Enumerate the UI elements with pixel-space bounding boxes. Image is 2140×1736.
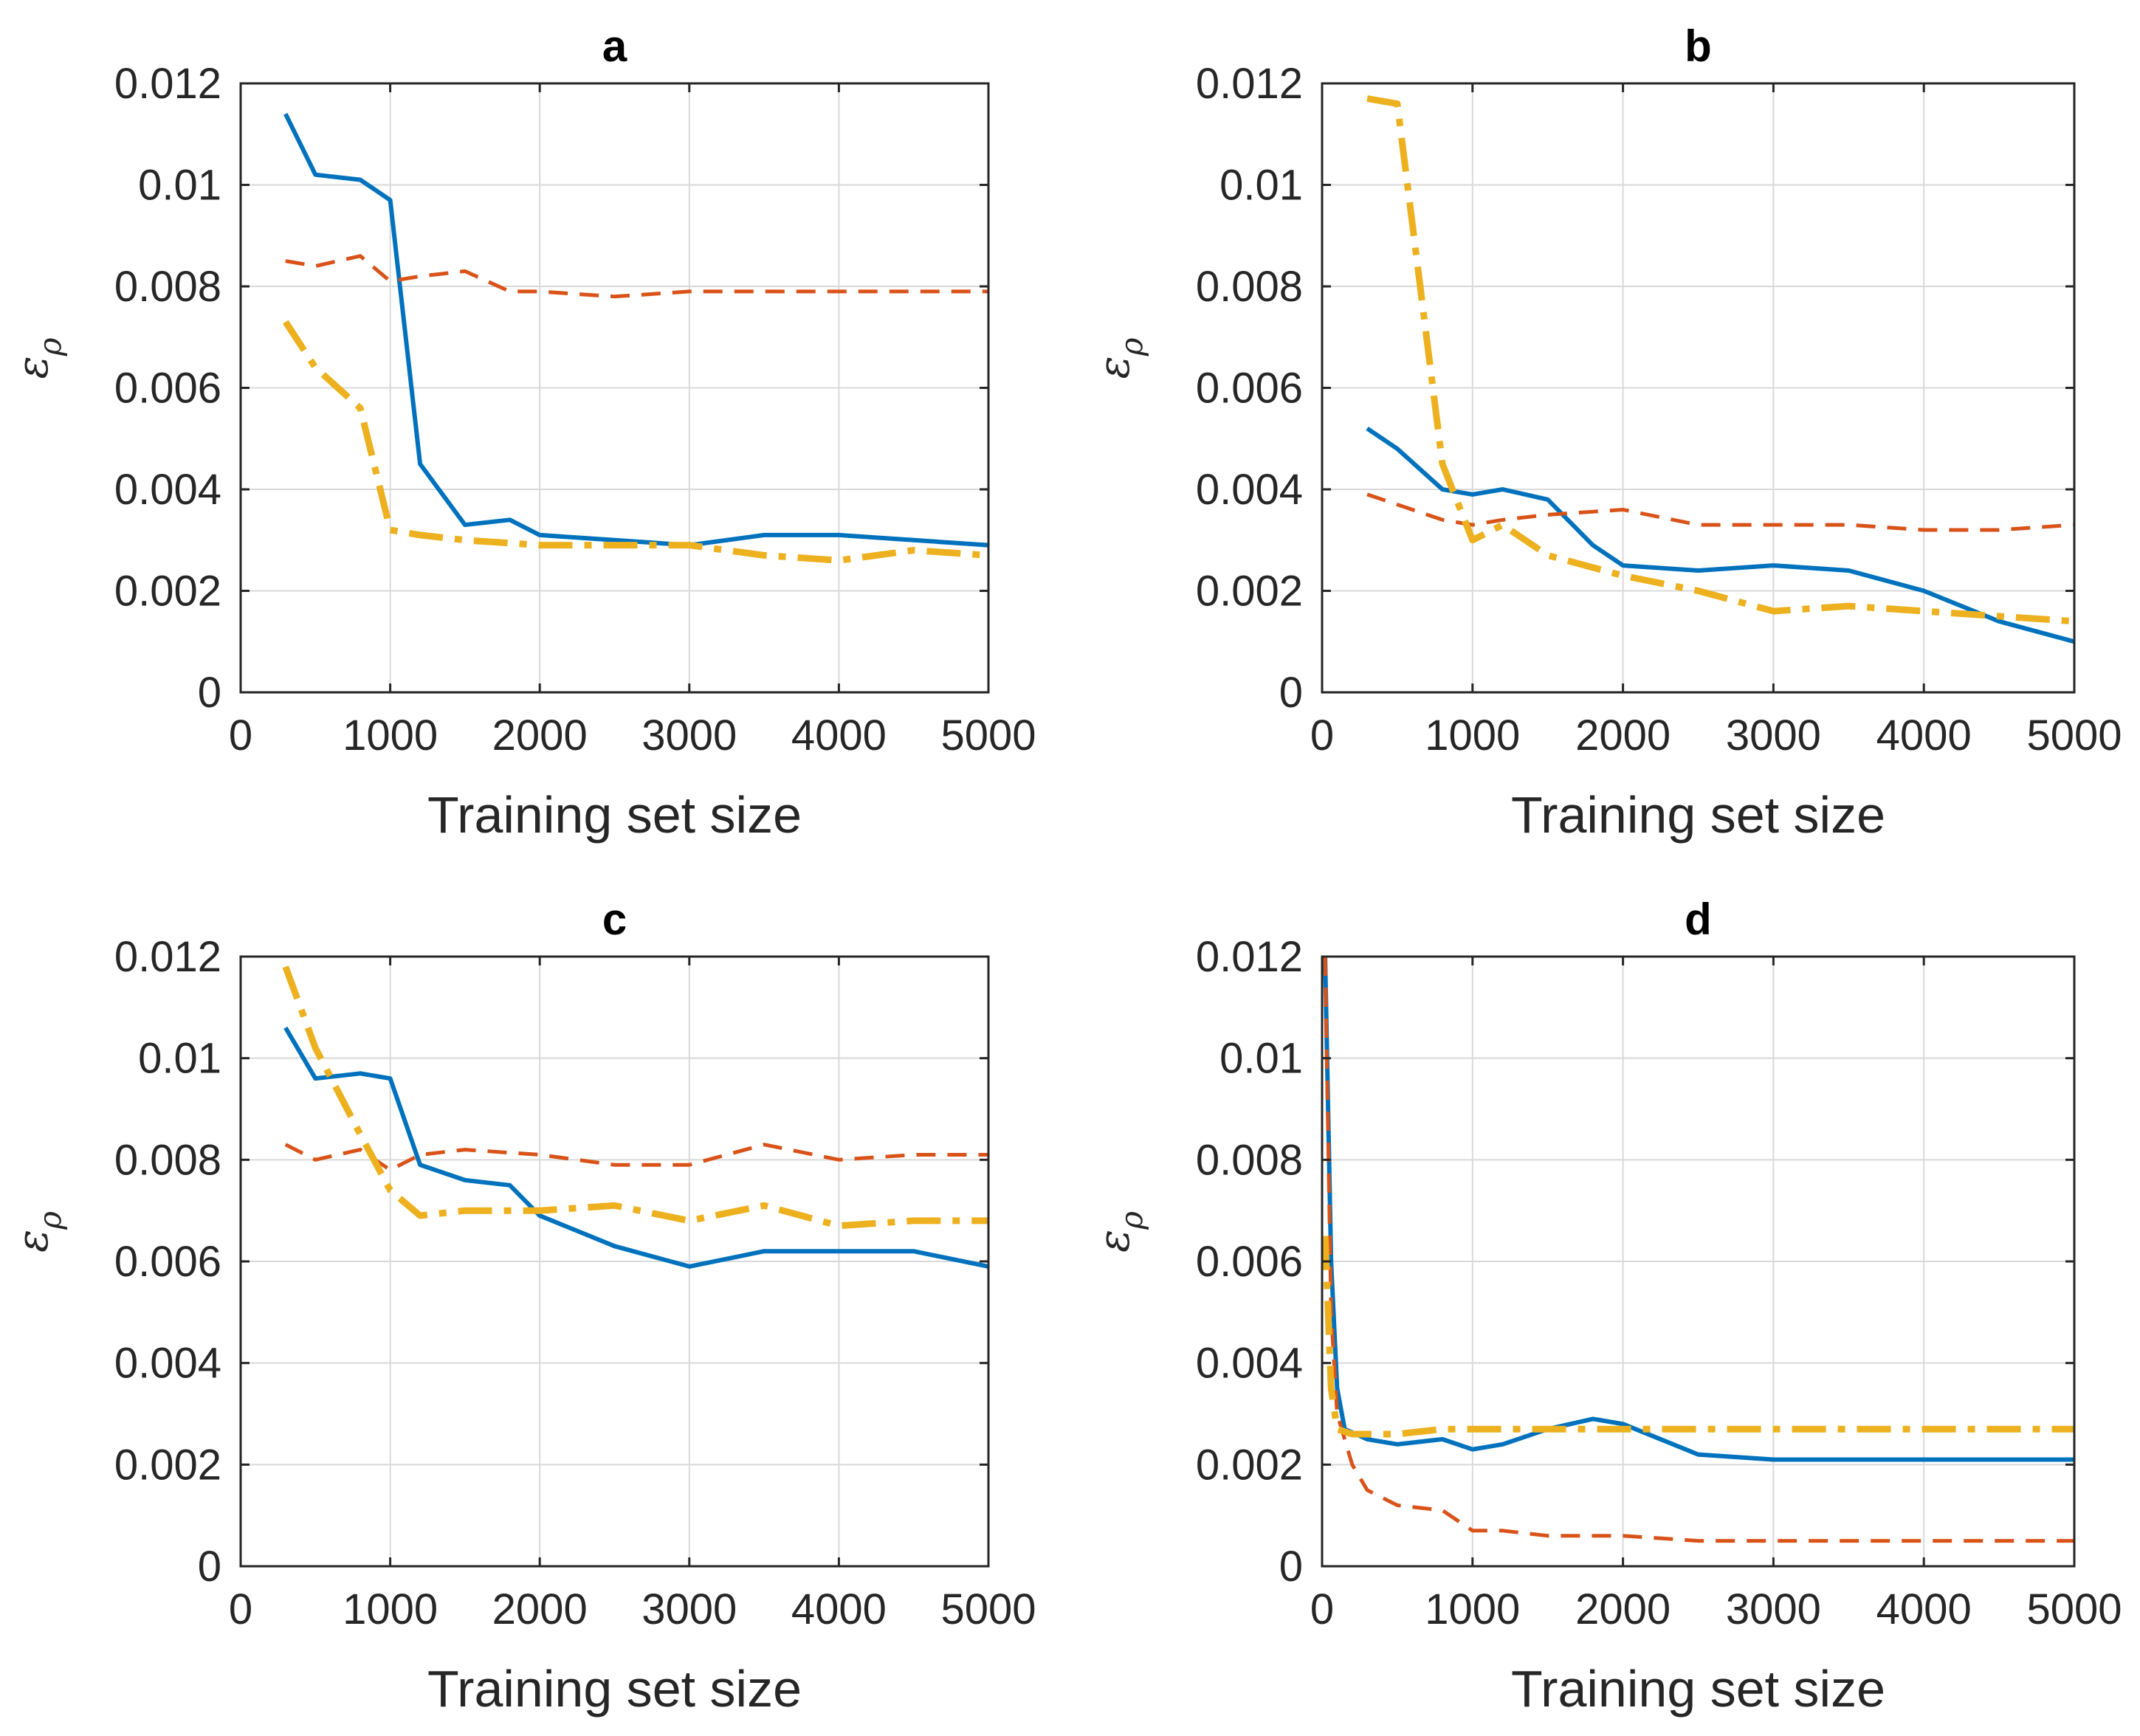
y-axis-subscript: ρ xyxy=(1113,1211,1149,1230)
series-line-dashdot xyxy=(283,320,989,564)
y-tick-label: 0.004 xyxy=(1196,466,1303,514)
y-axis-symbol: ε xyxy=(1089,356,1139,379)
y-axis-symbol: ε xyxy=(7,1230,58,1253)
panel-title: c xyxy=(602,895,627,944)
series-line-dashdot xyxy=(282,965,988,1230)
series-line-solid xyxy=(283,112,989,548)
y-axis-label: ερ xyxy=(7,1211,68,1253)
x-tick-label: 5000 xyxy=(2026,1585,2122,1633)
x-tick-label: 2000 xyxy=(492,1585,588,1633)
chart-panel-c: 0 1000 2000 3000 4000 5000 0 0.002 0.004 0.006 0.0… xyxy=(7,895,1036,1718)
x-tick-label: 1000 xyxy=(343,1585,438,1633)
x-tick-label: 4000 xyxy=(1876,1585,1972,1633)
y-tick-label: 0.006 xyxy=(114,365,221,413)
x-tick-label: 4000 xyxy=(1876,712,1972,760)
series-line-solid xyxy=(1366,427,2075,644)
y-tick-label: 0.01 xyxy=(1219,162,1303,210)
x-tick-label: 2000 xyxy=(1575,712,1671,760)
x-tick-label: 0 xyxy=(1310,712,1334,760)
x-tick-label: 2000 xyxy=(492,712,588,760)
y-axis-symbol: ε xyxy=(1089,1230,1139,1253)
x-tick-label: 3000 xyxy=(1726,1585,1821,1633)
y-axis-label: ερ xyxy=(7,337,68,379)
x-tick-label: 3000 xyxy=(641,1585,737,1633)
x-tick-label: 1000 xyxy=(1425,712,1520,760)
y-tick-label: 0 xyxy=(198,669,221,717)
x-tick-label: 0 xyxy=(229,712,252,760)
series-line-dashdot xyxy=(1366,95,2075,625)
y-tick-label: 0.012 xyxy=(1196,933,1303,981)
x-tick-label: 4000 xyxy=(791,1585,887,1633)
y-tick-label: 0.002 xyxy=(1196,568,1303,616)
y-axis-label: ερ xyxy=(1089,1211,1149,1253)
x-tick-label: 5000 xyxy=(940,712,1036,760)
x-tick-label: 0 xyxy=(229,1585,252,1633)
y-tick-label: 0 xyxy=(1279,669,1303,717)
series-line-dashed xyxy=(284,1143,988,1172)
y-axis-label: ερ xyxy=(1089,337,1149,379)
y-tick-label: 0.01 xyxy=(1219,1035,1303,1083)
x-tick-label: 4000 xyxy=(791,712,887,760)
y-tick-label: 0.004 xyxy=(1196,1340,1303,1388)
x-tick-label: 1000 xyxy=(343,712,438,760)
y-tick-label: 0 xyxy=(1279,1543,1303,1591)
series-line-solid xyxy=(1323,956,2074,1462)
y-tick-label: 0.012 xyxy=(114,60,221,108)
x-tick-label: 0 xyxy=(1310,1585,1334,1633)
y-tick-label: 0.002 xyxy=(114,1441,221,1489)
y-tick-label: 0.004 xyxy=(114,466,221,514)
x-axis-label: Training set size xyxy=(1511,1660,1885,1718)
y-axis-subscript: ρ xyxy=(1113,337,1149,356)
x-tick-label: 5000 xyxy=(940,1585,1036,1633)
chart-panel-a: 0 1000 2000 3000 4000 5000 0 0.002 0.004 0.006 0.0… xyxy=(7,21,1036,844)
y-tick-label: 0.006 xyxy=(1196,365,1303,413)
y-axis-subscript: ρ xyxy=(32,337,68,356)
y-tick-label: 0.002 xyxy=(1196,1441,1303,1489)
y-axis-subscript: ρ xyxy=(32,1211,68,1230)
y-tick-label: 0.008 xyxy=(1196,263,1303,311)
y-tick-label: 0.01 xyxy=(138,162,221,210)
y-tick-label: 0 xyxy=(198,1543,221,1591)
x-tick-label: 5000 xyxy=(2026,712,2122,760)
series-line-dashed xyxy=(1323,956,2074,1543)
x-tick-label: 3000 xyxy=(641,712,737,760)
y-tick-label: 0.012 xyxy=(1196,60,1303,108)
panel-title: b xyxy=(1685,21,1712,71)
y-tick-label: 0.008 xyxy=(114,263,221,311)
x-axis-label: Training set size xyxy=(427,786,802,844)
panel-title: d xyxy=(1685,895,1712,944)
y-tick-label: 0.008 xyxy=(114,1136,221,1184)
x-axis-label: Training set size xyxy=(427,1660,802,1718)
series-line-dashdot xyxy=(1321,1236,2074,1438)
series-line-solid xyxy=(283,1026,989,1269)
y-tick-label: 0.002 xyxy=(114,568,221,616)
y-tick-label: 0.012 xyxy=(114,933,221,981)
y-tick-label: 0.008 xyxy=(1196,1136,1303,1184)
x-axis-label: Training set size xyxy=(1511,786,1885,844)
chart-panel-b: 0 1000 2000 3000 4000 5000 0 0.002 0.004 0.006 0.0… xyxy=(1089,21,2122,844)
chart-panel-d: 0 1000 2000 3000 4000 5000 0 0.002 0.004 0.006 0.0… xyxy=(1089,895,2122,1718)
y-axis-symbol: ε xyxy=(7,356,58,379)
x-tick-label: 1000 xyxy=(1425,1585,1520,1633)
x-tick-label: 2000 xyxy=(1575,1585,1671,1633)
series-line-dashed xyxy=(1366,492,2075,532)
y-tick-label: 0.004 xyxy=(114,1340,221,1388)
x-tick-label: 3000 xyxy=(1726,712,1821,760)
series-line-dashed xyxy=(285,254,988,299)
y-tick-label: 0.006 xyxy=(114,1238,221,1286)
y-tick-label: 0.006 xyxy=(1196,1238,1303,1286)
panel-title: a xyxy=(602,21,627,71)
y-tick-label: 0.01 xyxy=(138,1035,221,1083)
